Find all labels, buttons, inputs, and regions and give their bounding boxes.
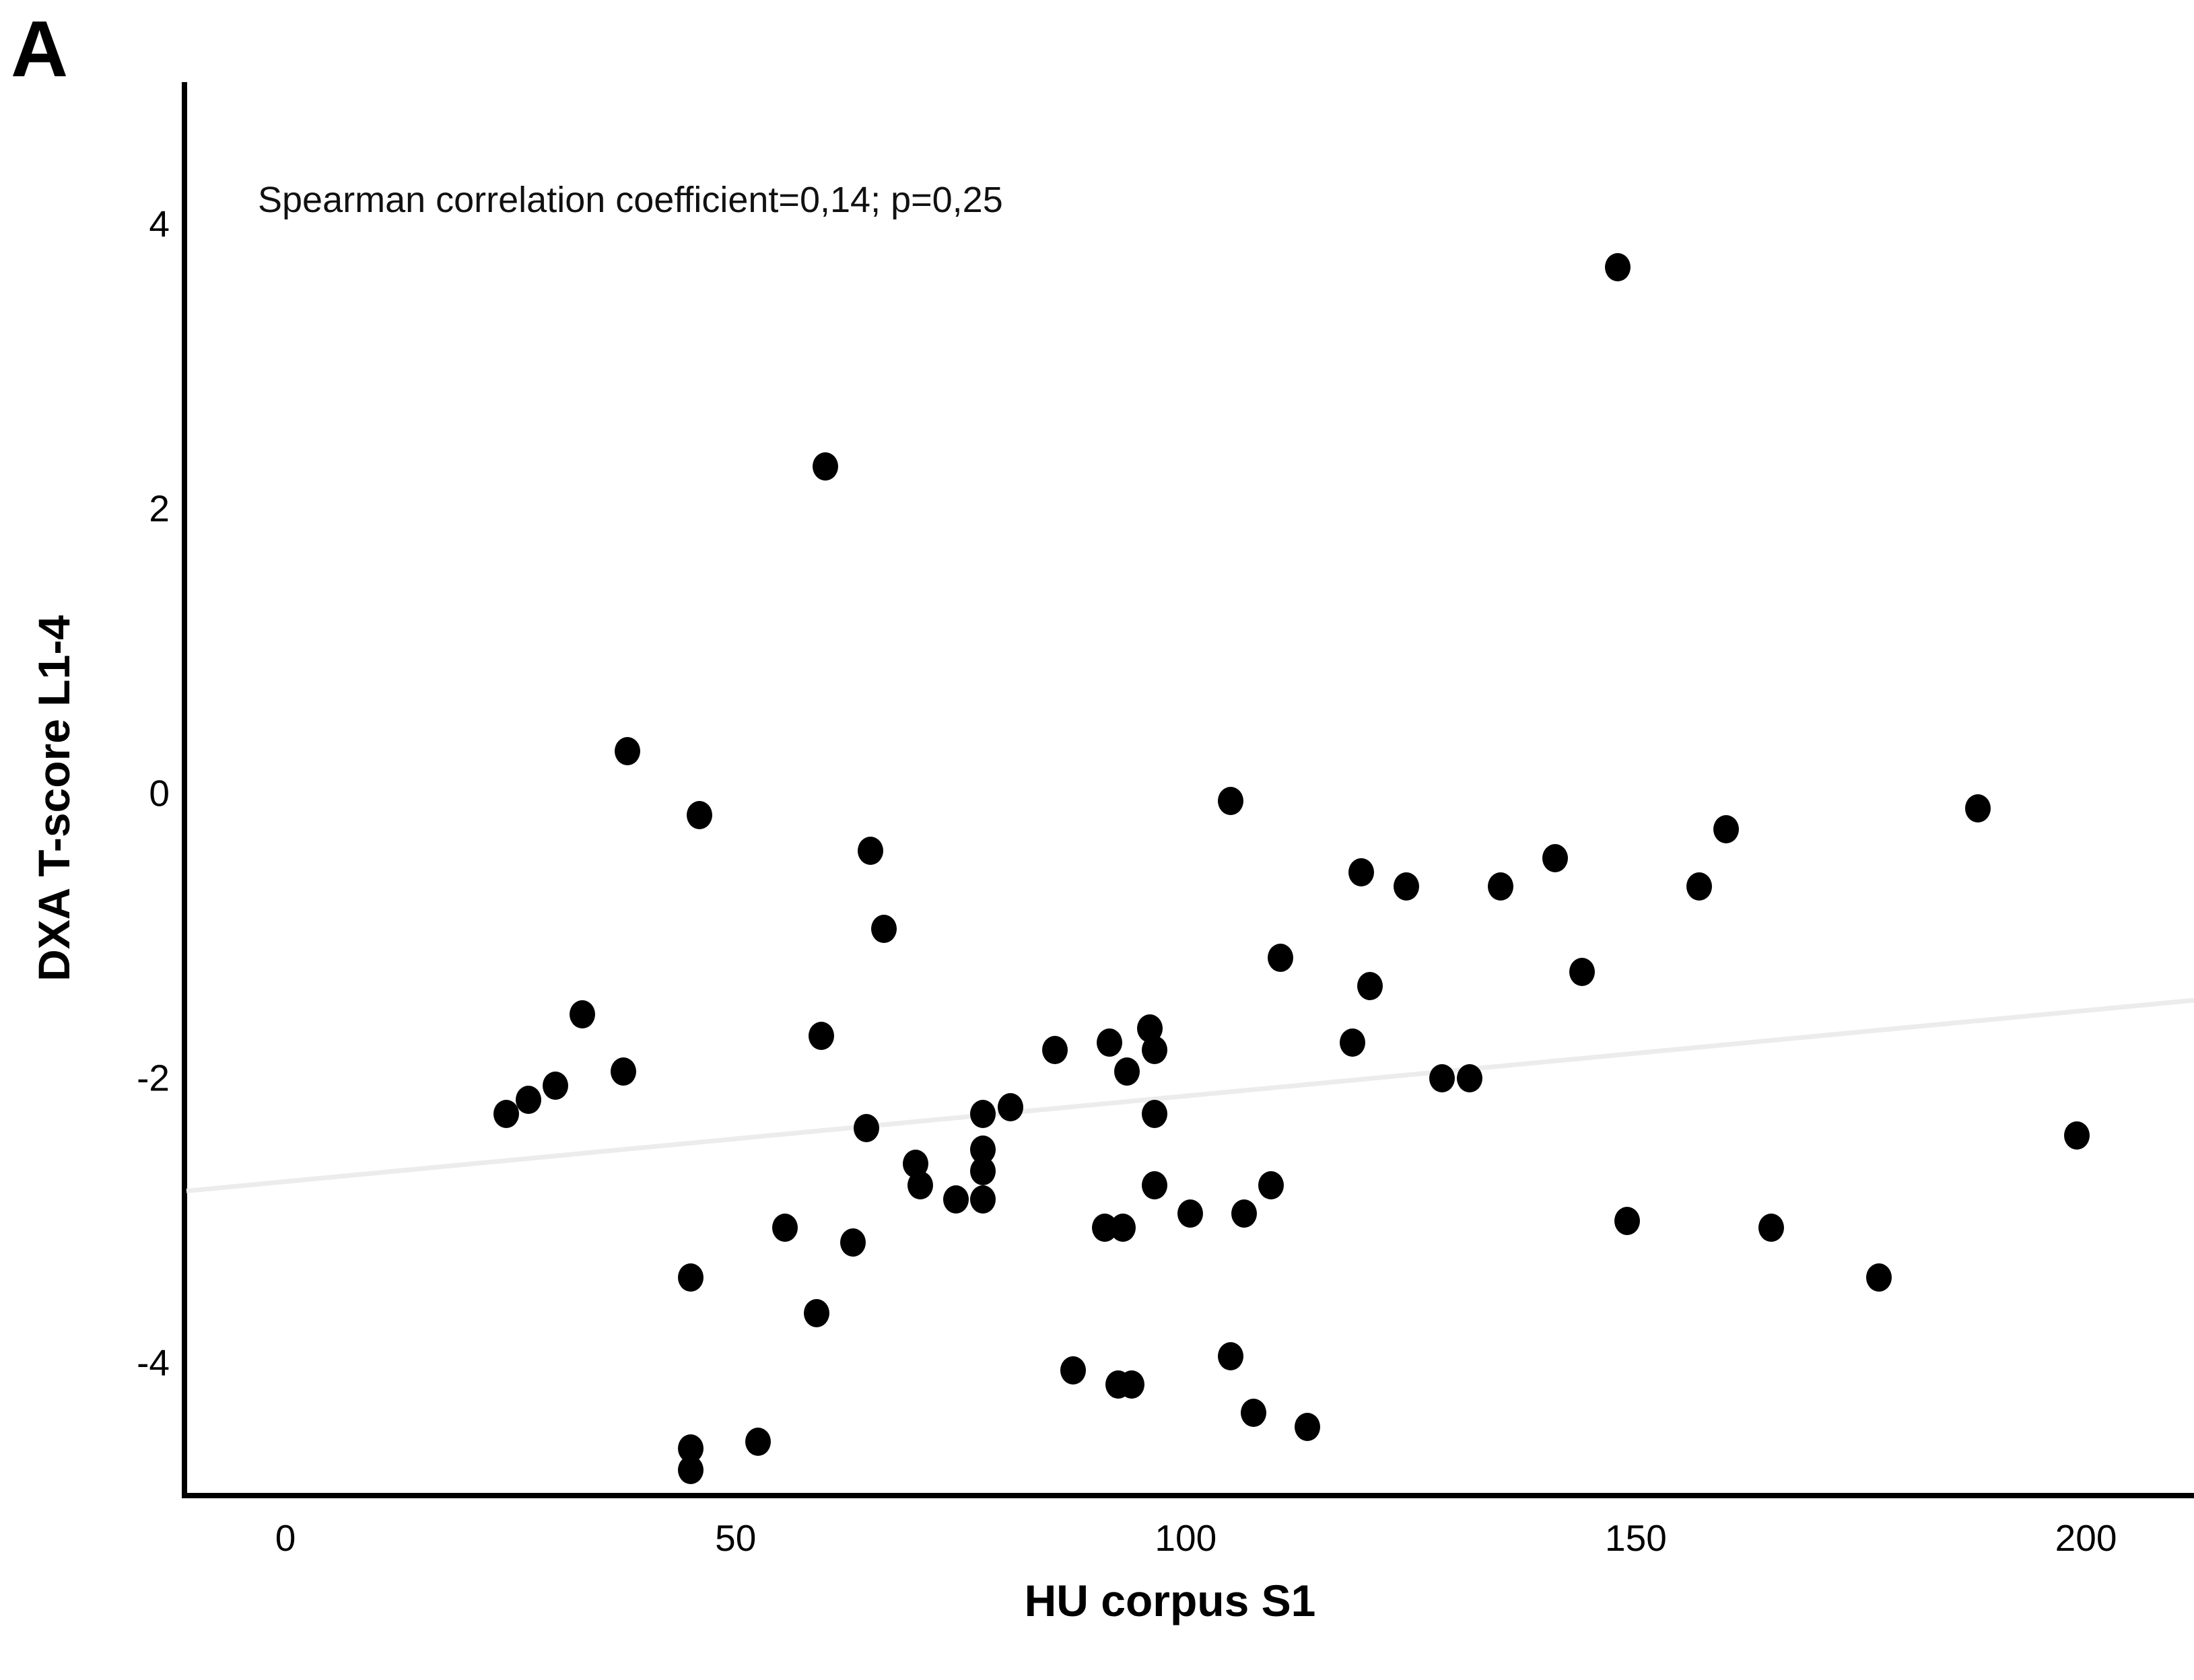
data-point (839, 1228, 866, 1257)
data-point (570, 1000, 596, 1029)
data-point (1456, 1064, 1482, 1093)
data-point (871, 915, 897, 944)
data-point (1240, 1399, 1266, 1428)
data-point (745, 1427, 772, 1456)
data-point (1488, 872, 1514, 901)
x-tick-label: 0 (275, 1517, 296, 1559)
x-axis-title: HU corpus S1 (1024, 1576, 1316, 1625)
x-tick-label: 150 (1605, 1517, 1667, 1559)
data-point (1542, 843, 1568, 872)
data-point (1060, 1356, 1087, 1385)
data-point (1758, 1214, 1784, 1242)
data-point (970, 1156, 996, 1185)
x-tick-label: 200 (2055, 1517, 2117, 1559)
data-point (543, 1071, 569, 1100)
y-tick-label: 4 (149, 203, 170, 245)
data-point (1042, 1036, 1068, 1065)
data-point (2064, 1121, 2090, 1150)
data-point (1119, 1370, 1145, 1399)
data-point (1114, 1057, 1140, 1086)
data-point (493, 1100, 519, 1129)
x-tick-label: 100 (1155, 1517, 1217, 1559)
data-point (1865, 1263, 1892, 1292)
data-point (1231, 1199, 1258, 1228)
data-point (1339, 1028, 1365, 1057)
correlation-annotation: Spearman correlation coefficient=0,14; p… (258, 180, 1003, 220)
y-tick-label: 2 (149, 487, 170, 530)
data-point (1686, 872, 1712, 901)
data-point (907, 1170, 933, 1199)
data-point (1258, 1170, 1284, 1199)
data-point (1713, 815, 1739, 844)
data-point (970, 1100, 996, 1129)
data-point (970, 1185, 996, 1214)
data-point (1393, 872, 1419, 901)
trend-line (186, 998, 2194, 1193)
data-point (1141, 1100, 1167, 1129)
data-point (858, 836, 884, 865)
data-point (1218, 786, 1244, 815)
data-point (1294, 1413, 1320, 1442)
data-point (1177, 1199, 1203, 1228)
data-point (516, 1086, 542, 1115)
data-point (772, 1214, 798, 1242)
data-point (677, 1263, 704, 1292)
data-point (677, 1455, 704, 1484)
data-point (804, 1299, 830, 1328)
data-point (1614, 1206, 1640, 1235)
data-point (808, 1021, 834, 1050)
data-point (1569, 957, 1595, 986)
data-point (943, 1185, 969, 1214)
data-point (1141, 1036, 1167, 1065)
data-point (1109, 1214, 1136, 1242)
data-point (1096, 1028, 1122, 1057)
data-point (1141, 1170, 1167, 1199)
y-tick-label: 0 (149, 772, 170, 814)
data-point (1218, 1341, 1244, 1370)
data-point (615, 736, 641, 765)
data-point (1429, 1064, 1455, 1093)
data-point (853, 1114, 879, 1143)
y-tick-label: -4 (137, 1341, 170, 1384)
data-point (1965, 794, 1991, 823)
y-axis-line (182, 82, 187, 1498)
data-point (687, 801, 713, 830)
y-tick-label: -2 (137, 1057, 170, 1099)
data-point (1267, 943, 1293, 972)
data-point (610, 1057, 636, 1086)
data-point (1605, 252, 1631, 281)
data-point (1357, 971, 1383, 1000)
x-tick-label: 50 (715, 1517, 757, 1559)
data-point (997, 1092, 1023, 1121)
x-axis-line (182, 1493, 2194, 1498)
panel-label: A (11, 5, 69, 94)
data-point (813, 452, 839, 481)
data-point (1348, 858, 1375, 886)
